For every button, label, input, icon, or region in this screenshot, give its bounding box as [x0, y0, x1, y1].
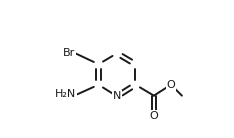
Text: O: O — [150, 111, 158, 121]
Text: H₂N: H₂N — [55, 89, 76, 99]
Text: O: O — [167, 80, 175, 90]
Text: N: N — [113, 91, 121, 101]
Text: Br: Br — [62, 48, 75, 58]
